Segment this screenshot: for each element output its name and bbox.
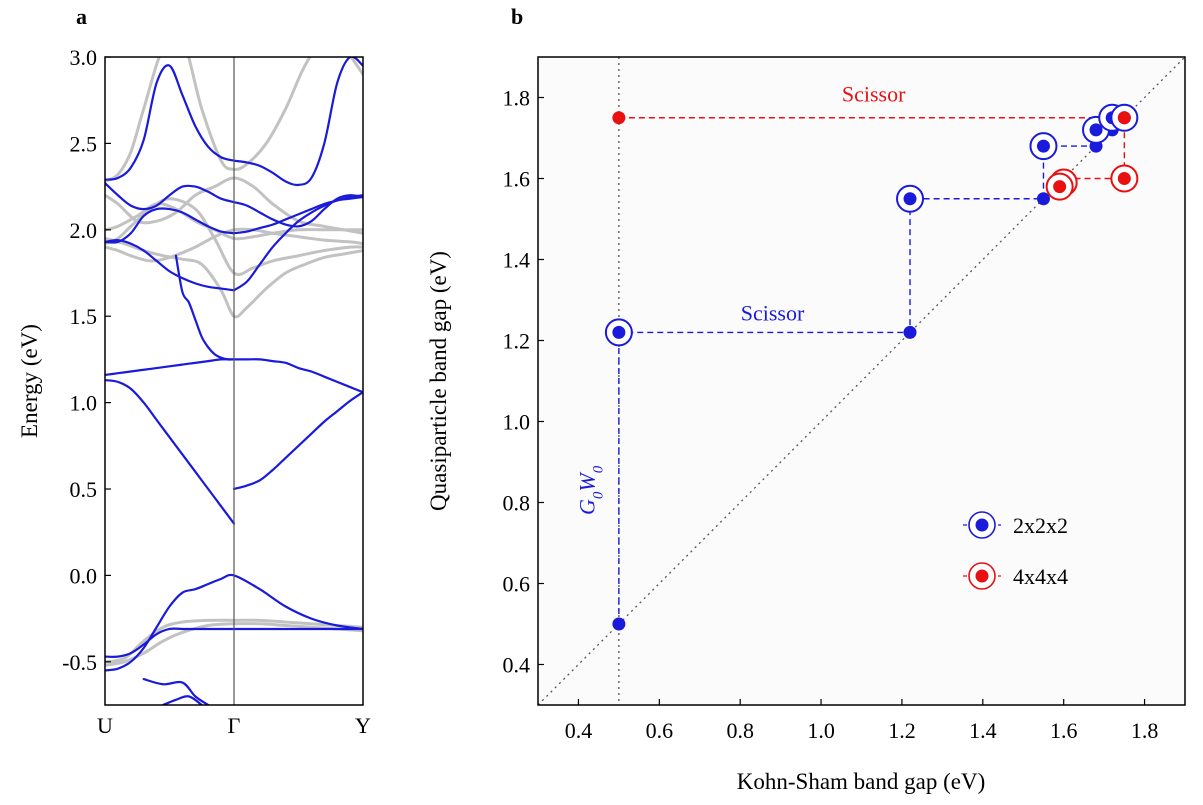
panel-a-y-label: Energy (eV) [17, 324, 42, 438]
a-ytick-label: 3.0 [70, 45, 98, 70]
b-ytick-label: 0.6 [503, 572, 531, 597]
b-ytick-label: 1.0 [503, 410, 531, 435]
b-ytick-label: 0.4 [503, 653, 531, 678]
b-xtick-label: 0.4 [565, 718, 593, 743]
panel-b-content [538, 57, 1185, 705]
panel-b-y-label: Quasiparticle band gap (eV) [426, 251, 451, 511]
legend-dot-4x4x4 [975, 569, 989, 583]
panel-b-x-ticks: 0.4 0.6 0.8 1.0 1.2 1.4 1.6 1.8 [565, 699, 1159, 743]
band-qp-11 [174, 254, 236, 361]
band-ks-2 [105, 622, 363, 667]
band-qp-16 [232, 57, 363, 187]
band-qp-13 [232, 358, 363, 394]
band-ks-3 [105, 197, 363, 277]
band-qp-5 [105, 379, 236, 525]
ks-point-4x4x4 [612, 111, 626, 125]
a-xtick-label: Γ [228, 713, 241, 738]
a-ytick-label: 2.0 [70, 218, 98, 243]
ks-point-2x2x2 [612, 617, 626, 631]
panel-a-label: a [76, 4, 87, 29]
panel-a: a -0.5 0.0 0.5 1.0 1.5 2.0 2.5 3.0 U Γ Y Energy (… [17, 4, 371, 738]
band-ks-1 [105, 618, 363, 664]
qp-point-2x2x2 [903, 192, 917, 206]
a-xtick-label: Y [355, 713, 371, 738]
legend-label-4x4x4: 4x4x4 [1013, 564, 1068, 589]
a-xtick-label: U [97, 713, 113, 738]
panel-a-y-ticks: -0.5 0.0 0.5 1.0 1.5 2.0 2.5 3.0 [62, 45, 111, 675]
band-qp-8 [105, 64, 236, 181]
a-ytick-label: 0.5 [70, 477, 98, 502]
band-qp-10 [105, 207, 236, 244]
panel-a-bands [105, 57, 363, 705]
scissor-red-label: Scissor [842, 82, 906, 107]
b-ytick-label: 0.8 [503, 491, 531, 516]
a-ytick-label: -0.5 [62, 650, 97, 675]
a-ytick-label: 0.0 [70, 563, 98, 588]
band-qp-9 [105, 182, 236, 211]
b-xtick-label: 1.0 [807, 718, 835, 743]
a-ytick-label: 1.5 [70, 304, 98, 329]
band-qp-3 [142, 677, 210, 705]
panel-b: b 0.4 0.6 0.8 1.0 1.2 1.4 1.6 1.8 0.4 0.6 0.8 1.0 1… [426, 4, 1186, 794]
a-ytick-label: 2.5 [70, 131, 98, 156]
band-ks-8 [105, 202, 363, 241]
b-xtick-label: 0.8 [726, 718, 754, 743]
qp-point-2x2x2 [612, 325, 626, 339]
panel-b-label: b [511, 4, 523, 29]
ks-point-2x2x2 [903, 325, 917, 339]
b-xtick-label: 1.4 [969, 718, 997, 743]
diagonal-line [538, 57, 1185, 705]
ks-point-2x2x2 [1036, 192, 1050, 206]
qp-point-2x2x2 [1089, 123, 1103, 137]
b-ytick-label: 1.4 [503, 248, 531, 273]
b-xtick-label: 1.8 [1131, 718, 1159, 743]
g0w0-label: G0W0 [575, 465, 607, 515]
band-qp-6 [105, 358, 236, 377]
panel-b-annotations: Scissor Scissor G0W0 [575, 82, 906, 515]
band-qp-17 [232, 194, 363, 235]
panel-a-frame [104, 56, 364, 706]
band-qp-4 [161, 695, 203, 705]
b-xtick-label: 0.6 [646, 718, 674, 743]
band-qp-15 [232, 194, 363, 228]
panel-b-x-label: Kohn-Sham band gap (eV) [737, 769, 985, 794]
ks-point-4x4x4 [1117, 111, 1131, 125]
qp-point-4x4x4 [1117, 172, 1131, 185]
panel-b-y-ticks: 0.4 0.6 0.8 1.0 1.2 1.4 1.6 1.8 [503, 86, 544, 678]
a-ytick-label: 1.0 [70, 391, 98, 416]
b-xtick-label: 1.2 [888, 718, 916, 743]
qp-point-4x4x4 [1053, 180, 1067, 194]
scissor-blue-label: Scissor [741, 300, 805, 325]
band-qp-1 [105, 573, 363, 672]
band-ks-6 [105, 57, 363, 183]
b-ytick-label: 1.2 [503, 329, 531, 354]
panel-b-frame [537, 56, 1186, 706]
band-qp-2 [105, 627, 363, 658]
legend: 2x2x2 4x4x4 [963, 511, 1068, 590]
b-xtick-label: 1.6 [1050, 718, 1078, 743]
b-ytick-label: 1.8 [503, 86, 531, 111]
qp-point-2x2x2 [1036, 139, 1050, 153]
legend-dot-2x2x2 [975, 518, 989, 532]
b-ytick-label: 1.6 [503, 167, 531, 192]
band-qp-12 [232, 391, 363, 491]
band-qp-7 [105, 239, 236, 292]
scissor-path-4x4x4 [618, 117, 1126, 180]
legend-label-2x2x2: 2x2x2 [1013, 513, 1068, 538]
